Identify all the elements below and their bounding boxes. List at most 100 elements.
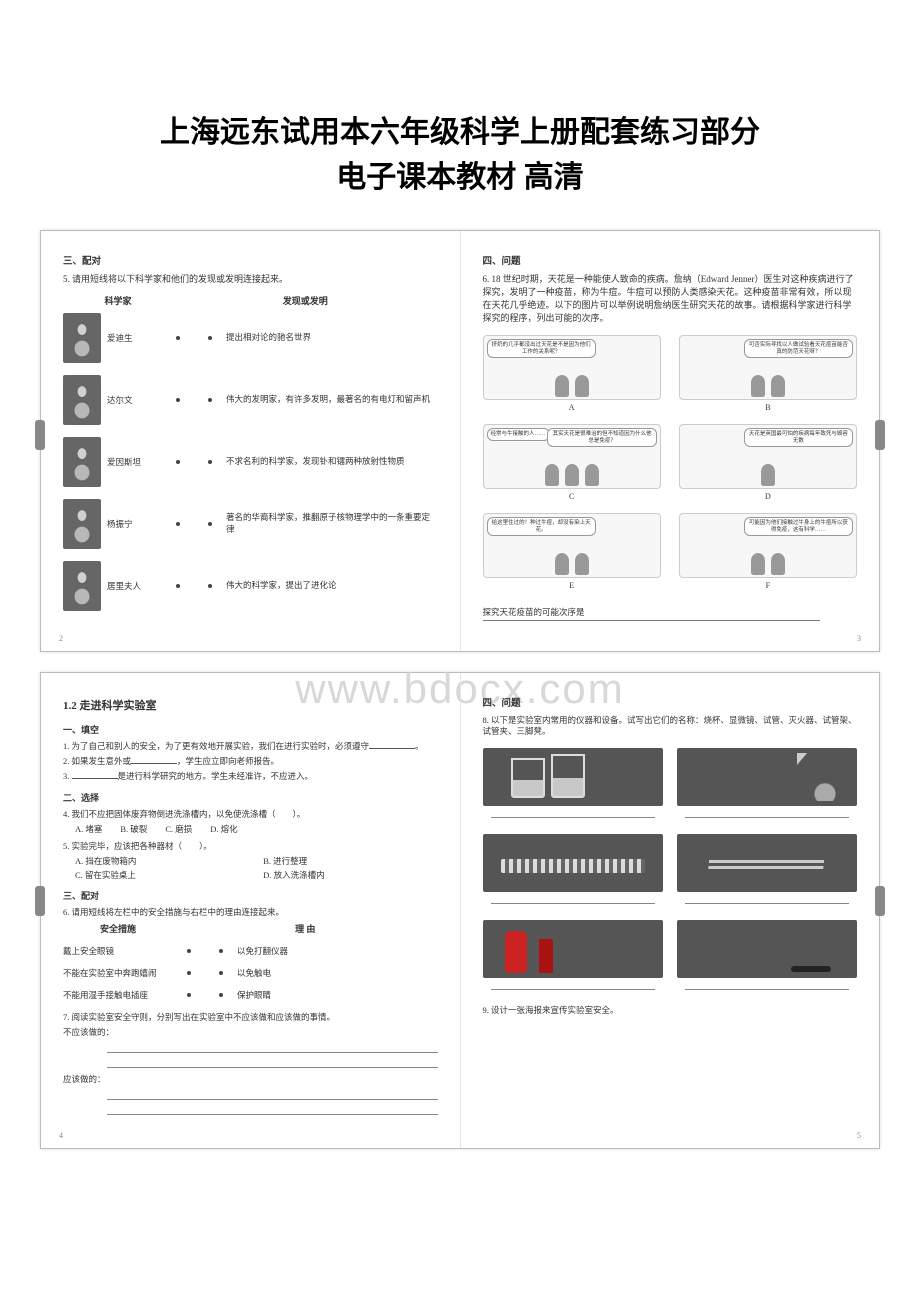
question-3: 3. 是进行科学研究的地方。学生未经准许，不应进入。 [63,770,438,783]
q5-options: A. 挡在废物箱内B. 进行整理C. 留在实验桌上D. 放入洗涤槽内 [75,855,438,881]
page-number: 5 [857,1131,861,1140]
scientist-name: 爱迪生 [107,332,162,344]
question-9: 9. 设计一张海报来宣传实验室安全。 [483,1004,858,1016]
section-3-heading: 三、配对 [63,253,438,267]
equip-cell [483,834,663,906]
match-row: 杨振宁 著名的华裔科学家，推翻原子核物理学中的一条重要定律 [63,499,438,549]
q2-text-a: 2. 如果发生意外或 [63,756,131,766]
opt-B: B. 破裂 [120,823,147,835]
discovery-desc: 伟大的发明家，有许多发明，最著名的有电灯和留声机 [226,394,438,405]
cartoon-grid: 挤奶的几乎都没出过天花是不是因为他们工作的关系呢？A 可否实际寻找以人做试验看天… [483,335,858,590]
safety-reason: 保护眼睛 [237,989,271,1001]
answer-line [107,1090,438,1100]
match-dot [208,522,212,526]
match-dot [219,971,223,975]
safety-row: 不能用湿手接触电插座 保护眼睛 [63,989,438,1001]
page-3: 四、问题 6. 18 世纪时期，天花是一种能使人致命的疾病。詹纳（Edward … [461,231,880,651]
textbook-spread-1: 三、配对 5. 请用短线将以下科学家和他们的发现或发明连接起来。 科学家 发现或… [40,230,880,652]
match-dot [176,460,180,464]
question-7: 7. 阅读实验室安全守则，分别写出在实验室中不应该做和应该做的事情。 [63,1011,438,1023]
title-line-1: 上海远东试用本六年级科学上册配套练习部分 [40,110,880,155]
page-tab-right [875,886,885,916]
question-1: 1. 为了自己和别人的安全，为了更有效地开展实验，我们在进行实验时，必须遵守。 [63,740,438,753]
portrait-darwin [63,375,101,425]
answer-line [107,1105,438,1115]
equip-image-microscope [677,748,857,806]
question-2: 2. 如果发生意外或，学生应立即向老师报告。 [63,755,438,768]
page-tab-right [875,420,885,450]
match-dot [208,460,212,464]
page-2: 三、配对 5. 请用短线将以下科学家和他们的发现或发明连接起来。 科学家 发现或… [41,231,461,651]
match-row: 居里夫人伟大的科学家，提出了进化论 [63,561,438,611]
section-4b-heading: 四、问题 [483,695,858,709]
page-5: 四、问题 8. 以下是实验室内常用的仪器和设备。试写出它们的名称：烧杯、显微镜、… [461,673,880,1148]
cartoon-E: 给这里住过的！种过牛痘，却没有染上天花。E [483,513,661,590]
unit-title: 1.2 走进科学实验室 [63,697,438,713]
cartoon-label: B [679,403,857,412]
col-discovery: 发现或发明 [173,294,438,307]
match-dot [176,398,180,402]
match-dot [176,336,180,340]
conclusion-line: 探究天花疫苗的可能次序是 [483,606,820,621]
opt-D: D. 熔化 [210,823,237,835]
title-line-2: 电子课本教材 高清 [40,155,880,200]
speech-bubble: 可能因为他们接触过牛身上的牛痘所以获得免疫，这有科学…… [744,517,853,536]
portrait-einstein [63,437,101,487]
section-1-heading: 一、填空 [63,723,438,736]
opt-D: D. 放入洗涤槽内 [263,869,437,881]
match-dot [208,584,212,588]
equipment-grid [483,748,858,992]
answer-line [107,1043,438,1053]
opt-A: A. 挡在废物箱内 [75,855,249,867]
document-title: 上海远东试用本六年级科学上册配套练习部分 电子课本教材 高清 [0,0,920,230]
safety-measure: 戴上安全眼镜 [63,945,173,957]
page-number: 4 [59,1131,63,1140]
fill-blank [369,740,415,749]
section-2-heading: 二、选择 [63,791,438,804]
discovery-desc: 著名的华裔科学家，推翻原子核物理学中的一条重要定律 [226,512,438,535]
q3-text-b: 是进行科学研究的地方。学生未经准许，不应进入。 [118,771,314,781]
answer-line [685,895,849,904]
question-6b: 6. 请用短线将左栏中的安全措施与右栏中的理由连接起来。 [63,906,438,919]
page-number: 2 [59,634,63,643]
safety-row: 戴上安全眼镜以免打翻仪器 [63,945,438,957]
discovery-desc: 伟大的科学家，提出了进化论 [226,580,438,591]
equip-cell [677,834,857,906]
cartoon-label: E [483,581,661,590]
equip-image-stool [677,920,857,978]
cartoon-C: 经常与牛接触的人……其实天花是很难治的但不知道因为什么他总是免疫？C [483,424,661,501]
fill-blank [72,770,118,779]
q7-should-do: 应该做的： [63,1073,438,1085]
match-dot [187,971,191,975]
discovery-desc: 提出相对论的驰名世界 [226,332,438,343]
portrait-yang [63,499,101,549]
answer-line [491,981,655,990]
match-row: 爱迪生 提出相对论的驰名世界 [63,313,438,363]
match-dot [176,584,180,588]
page-number: 3 [857,634,861,643]
speech-bubble: 天花是英国最可怕的疾病每年致死与毁容无数 [744,428,853,447]
scientist-name: 杨振宁 [107,518,162,530]
cartoon-label: C [483,492,661,501]
match-dot [208,336,212,340]
portrait-edison [63,313,101,363]
match-dot [219,993,223,997]
safety-reason: 以免触电 [237,967,271,979]
question-5b: 5. 实验完毕，应该把各种器材（ ）。 [63,840,438,853]
question-8: 8. 以下是实验室内常用的仪器和设备。试写出它们的名称：烧杯、显微镜、试管、灭火… [483,715,858,739]
q1-text: 1. 为了自己和别人的安全，为了更有效地开展实验，我们在进行实验时，必须遵守 [63,741,369,751]
match-column-headers: 科学家 发现或发明 [63,294,438,307]
speech-bubble: 其实天花是很难治的但不知道因为什么他总是免疫？ [547,428,656,447]
match-row: 爱因斯坦不求名利的科学家，发现钋和镭两种放射性物质 [63,437,438,487]
answer-line [107,1058,438,1068]
safety-headers: 安全措施理 由 [63,922,438,935]
equip-cell [483,748,663,820]
match-row: 达尔文伟大的发明家，有许多发明，最著名的有电灯和留声机 [63,375,438,425]
cartoon-A: 挤奶的几乎都没出过天花是不是因为他们工作的关系呢？A [483,335,661,412]
question-5-text: 5. 请用短线将以下科学家和他们的发现或发明连接起来。 [63,273,438,286]
safety-measure: 不能用湿手接触电插座 [63,989,173,1001]
equip-image-extinguisher [483,920,663,978]
scientist-name: 爱因斯坦 [107,456,162,468]
safety-h1: 安全措施 [63,922,173,935]
match-dot [219,949,223,953]
